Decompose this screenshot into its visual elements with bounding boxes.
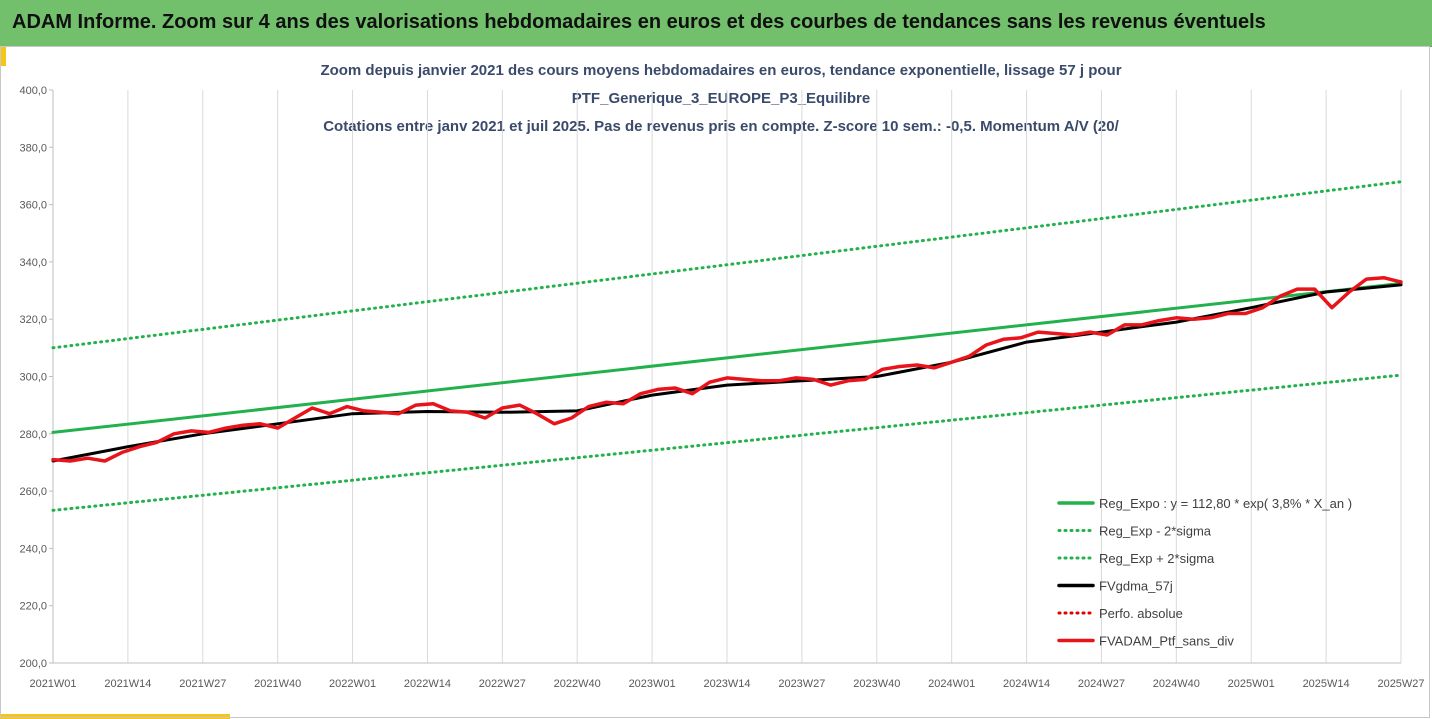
x-tick-label: 2025W27 xyxy=(1377,678,1424,690)
x-tick-label: 2025W14 xyxy=(1303,678,1350,690)
x-tick-label: 2022W14 xyxy=(404,678,451,690)
y-tick-label: 220,0 xyxy=(19,601,47,613)
series-line-2 xyxy=(51,180,1403,350)
x-tick-label: 2024W27 xyxy=(1078,678,1125,690)
y-tick-label: 200,0 xyxy=(19,658,47,670)
y-tick-label: 260,0 xyxy=(19,486,47,498)
series-line-3 xyxy=(51,283,1403,463)
y-tick-label: 380,0 xyxy=(19,142,47,154)
report-title: ADAM Informe. Zoom sur 4 ans des valoris… xyxy=(12,11,1266,33)
x-tick-label: 2023W27 xyxy=(778,678,825,690)
x-tick-label: 2024W40 xyxy=(1153,678,1200,690)
x-tick-label: 2022W01 xyxy=(329,678,376,690)
x-tick-label: 2023W40 xyxy=(853,678,900,690)
y-tick-label: 340,0 xyxy=(19,257,47,269)
legend-label: FVADAM_Ptf_sans_div xyxy=(1099,634,1234,649)
x-tick-label: 2024W14 xyxy=(1003,678,1050,690)
y-tick-label: 240,0 xyxy=(19,543,47,555)
legend-label: Perfo. absolue xyxy=(1099,606,1183,621)
legend-label: Reg_Expo : y = 112,80 * exp( 3,8% * X_an… xyxy=(1099,496,1352,511)
chart-title-line: Cotations entre janv 2021 et juil 2025. … xyxy=(323,118,1119,135)
x-tick-label: 2022W40 xyxy=(554,678,601,690)
series-line-5 xyxy=(51,275,1403,463)
x-tick-label: 2023W01 xyxy=(629,678,676,690)
y-tick-label: 360,0 xyxy=(19,200,47,212)
chart-title-line: PTF_Generique_3_EUROPE_P3_Equilibre xyxy=(572,90,870,107)
x-tick-label: 2024W01 xyxy=(928,678,975,690)
x-tick-label: 2021W40 xyxy=(254,678,301,690)
x-tick-label: 2025W01 xyxy=(1228,678,1275,690)
y-tick-label: 280,0 xyxy=(19,429,47,441)
y-tick-label: 400,0 xyxy=(19,85,47,97)
y-tick-label: 300,0 xyxy=(19,372,47,384)
line-chart: Zoom depuis janvier 2021 des cours moyen… xyxy=(19,62,1424,690)
x-tick-label: 2021W14 xyxy=(104,678,151,690)
legend-label: Reg_Exp + 2*sigma xyxy=(1099,551,1215,566)
x-tick-label: 2021W01 xyxy=(29,678,76,690)
legend-label: FVgdma_57j xyxy=(1099,579,1173,594)
x-tick-label: 2023W14 xyxy=(703,678,750,690)
report-header: ADAM Informe. Zoom sur 4 ans des valoris… xyxy=(0,0,1432,47)
legend-label: Reg_Exp - 2*sigma xyxy=(1099,524,1212,539)
series-line-1 xyxy=(51,373,1403,512)
x-tick-label: 2022W27 xyxy=(479,678,526,690)
accent-bar-bottom xyxy=(0,714,230,719)
x-tick-label: 2021W27 xyxy=(179,678,226,690)
chart-frame: Zoom depuis janvier 2021 des cours moyen… xyxy=(0,46,1430,718)
y-tick-label: 320,0 xyxy=(19,314,47,326)
chart-title-line: Zoom depuis janvier 2021 des cours moyen… xyxy=(320,62,1121,79)
series-line-0 xyxy=(51,281,1403,434)
accent-bar-left xyxy=(0,46,6,66)
